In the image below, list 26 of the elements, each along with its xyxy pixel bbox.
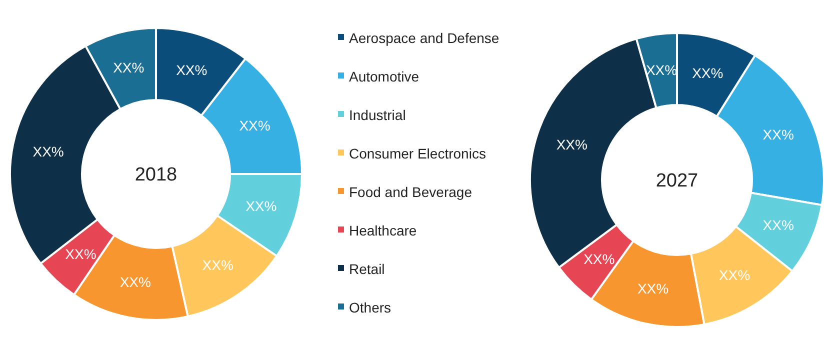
text: 2018: [134, 164, 178, 186]
legend-label: Retail: [349, 260, 385, 277]
data-label: XX%: [246, 198, 277, 214]
legend-label: Healthcare: [349, 222, 417, 238]
data-label: XX%: [202, 256, 234, 273]
data-label: XX%: [646, 62, 678, 78]
legend-label: Consumer Electronics: [349, 145, 486, 162]
data-label: XX%: [239, 118, 270, 134]
data-label: XX%: [113, 59, 144, 76]
legend-label: Others: [349, 299, 392, 316]
legend-label: Aerospace and Defense: [349, 30, 500, 46]
data-label: XX%: [692, 65, 724, 82]
legend-label: Industrial: [349, 106, 406, 123]
data-label: XX%: [584, 250, 615, 267]
data-label: XX%: [718, 266, 750, 283]
data-label: XX%: [176, 62, 208, 78]
data-label: XX%: [120, 274, 151, 290]
data-label: XX%: [762, 217, 794, 234]
data-label: XX%: [637, 280, 669, 296]
data-label: XX%: [65, 246, 96, 262]
data-label: XX%: [762, 126, 794, 143]
data-label: XX%: [32, 144, 64, 160]
legend-label: Food and Beverage: [349, 184, 472, 200]
data-label: XX%: [556, 136, 588, 152]
legend-label: Automotive: [349, 68, 420, 84]
text: 2027: [656, 170, 698, 192]
